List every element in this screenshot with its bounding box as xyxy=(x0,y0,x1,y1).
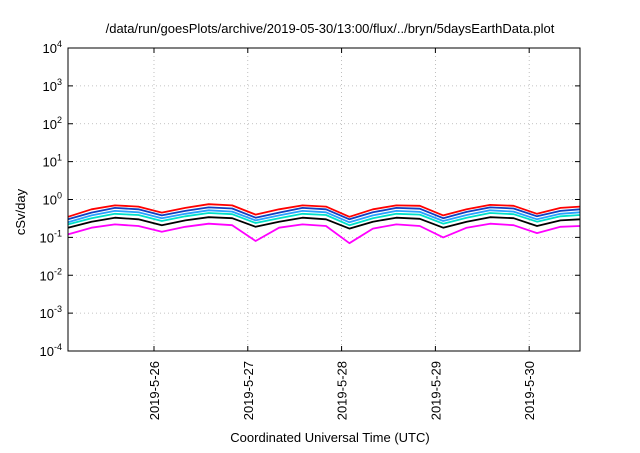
y-tick-label: 102 xyxy=(43,115,62,132)
series-line-3 xyxy=(67,212,581,227)
x-tick-label: 2019-5-30 xyxy=(522,361,537,420)
x-tick-label: 2019-5-29 xyxy=(428,361,443,420)
series-line-1 xyxy=(67,206,581,221)
x-axis-label: Coordinated Universal Time (UTC) xyxy=(230,430,429,445)
series-line-2 xyxy=(67,209,581,224)
series-line-0 xyxy=(67,203,581,218)
series-layer xyxy=(67,203,581,245)
y-tick-label: 103 xyxy=(43,77,62,94)
x-tick-label: 2019-5-28 xyxy=(335,361,350,420)
y-tick-label: 100 xyxy=(43,191,62,208)
x-tick-label: 2019-5-26 xyxy=(147,361,162,420)
chart-title: /data/run/goesPlots/archive/2019-05-30/1… xyxy=(106,21,555,36)
plot-frame xyxy=(67,47,581,352)
y-tick-label: 10-1 xyxy=(40,228,62,245)
y-tick-label: 10-3 xyxy=(40,304,62,321)
y-axis-label: cSv/day xyxy=(13,188,28,235)
series-line-5 xyxy=(67,222,581,245)
series-line-4 xyxy=(67,216,581,230)
y-tick-label: 10-2 xyxy=(40,266,62,283)
x-tick-label: 2019-5-27 xyxy=(241,361,256,420)
y-tick-label: 104 xyxy=(43,39,62,56)
y-tick-label: 101 xyxy=(43,153,62,170)
axes: 10-4 10-3 10-2 10-1 100 101 102 103 104 2019-5-26… xyxy=(40,39,580,420)
grid xyxy=(68,47,580,352)
y-tick-label: 10-4 xyxy=(40,342,62,359)
